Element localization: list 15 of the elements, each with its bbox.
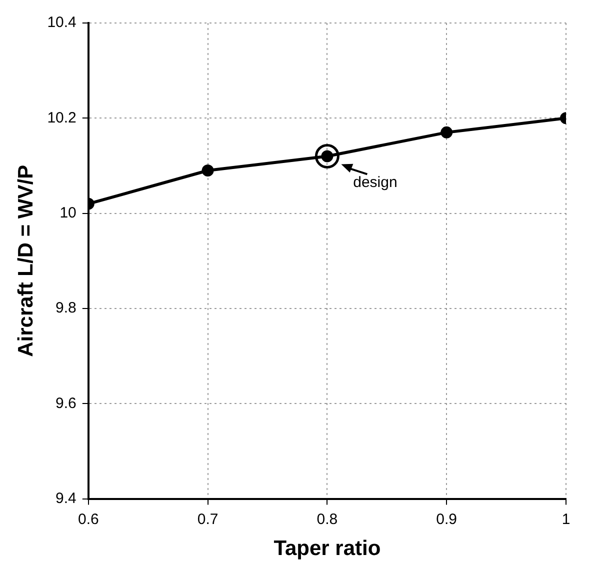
y-tick-label: 9.8 (56, 300, 76, 317)
x-tick-label: 0.6 (78, 510, 99, 528)
x-tick-label: 1 (562, 510, 570, 528)
y-axis-title: Aircraft L/D = WV/P (14, 164, 38, 357)
x-tick-label: 0.7 (197, 510, 218, 528)
annotation: design (353, 174, 398, 191)
y-tick-label: 10 (60, 204, 76, 222)
x-tick-label: 0.9 (436, 510, 458, 528)
x-axis-title: Taper ratio (274, 537, 381, 560)
x-tick-label: 0.8 (316, 510, 338, 528)
y-tick-label: 10.4 (47, 14, 76, 32)
y-tick-label: 10.2 (47, 109, 76, 126)
y-tick-label: 9.6 (56, 394, 76, 412)
y-tick-label: 9.4 (56, 490, 76, 507)
point (202, 164, 214, 176)
